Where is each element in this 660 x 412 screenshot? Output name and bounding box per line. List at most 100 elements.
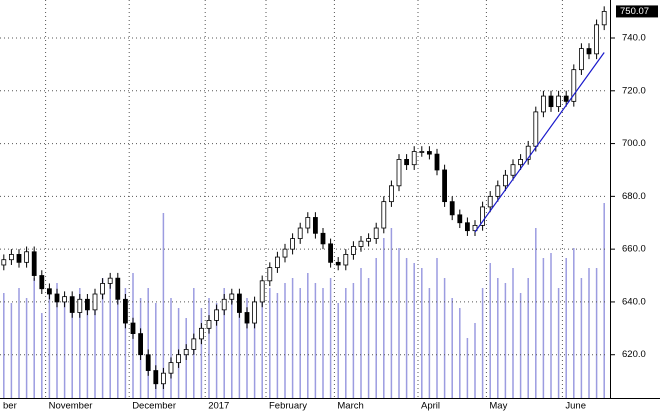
- volume-bar: [588, 268, 590, 398]
- volume-bar: [436, 258, 438, 398]
- x-tick-label: June: [565, 401, 586, 412]
- y-tick-label: 640.0: [622, 296, 646, 307]
- volume-bar: [489, 263, 491, 398]
- y-tick-label: 740.0: [622, 33, 646, 44]
- volume-bar: [41, 313, 43, 398]
- volume-bar: [580, 278, 583, 398]
- x-tick-label: April: [421, 401, 440, 412]
- volume-bar: [162, 213, 165, 398]
- volume-bar: [86, 303, 89, 398]
- candle-body: [381, 201, 387, 229]
- y-tick-label: 720.0: [622, 85, 646, 96]
- volume-bar: [535, 228, 537, 398]
- volume-bar: [329, 278, 332, 398]
- candle-body: [1, 259, 7, 266]
- candle-body: [153, 370, 159, 385]
- candle-body: [54, 293, 60, 303]
- volume-bar: [147, 288, 149, 398]
- candle-body: [39, 275, 45, 290]
- volume-bar: [276, 293, 279, 398]
- volume-bar: [519, 293, 522, 398]
- candle-body: [335, 261, 341, 266]
- candle-body: [366, 238, 372, 242]
- volume-bar: [200, 308, 203, 398]
- x-tick-label: ber: [3, 401, 17, 412]
- volume-bar: [390, 228, 393, 398]
- candle-body: [502, 174, 508, 187]
- candle-body: [373, 227, 379, 239]
- candle-body: [434, 153, 440, 171]
- candle-body: [24, 251, 30, 263]
- candle-body: [297, 227, 303, 239]
- candle-body: [328, 243, 334, 263]
- volume-bar: [117, 293, 119, 398]
- volume-bar: [291, 278, 294, 398]
- candle-body: [571, 69, 577, 102]
- candle-body: [388, 185, 394, 203]
- candle-body: [267, 267, 273, 282]
- price-layer: [1, 6, 607, 390]
- candle-body: [487, 195, 493, 208]
- candle-body: [62, 296, 67, 303]
- candle-body: [31, 251, 37, 276]
- candle-body: [160, 372, 166, 385]
- y-tick-label: 680.0: [622, 191, 646, 202]
- candle-body: [533, 111, 539, 147]
- candle-body: [457, 214, 463, 224]
- candle-body: [472, 224, 478, 232]
- grid-layer: [0, 0, 615, 398]
- candle-body: [525, 145, 531, 160]
- volume-bar: [542, 258, 545, 398]
- volume-bar: [3, 293, 5, 398]
- candle-body: [214, 309, 220, 321]
- candle-body: [579, 48, 584, 71]
- volume-bar: [383, 238, 385, 398]
- volume-bar: [481, 288, 484, 398]
- candle-body: [123, 298, 128, 324]
- y-tick-label: 620.0: [622, 349, 646, 360]
- candle-body: [244, 312, 250, 324]
- candle-body: [138, 333, 144, 356]
- volume-bar: [246, 298, 248, 398]
- candle-body: [594, 24, 599, 55]
- candle-body: [115, 277, 121, 300]
- volume-bar: [451, 298, 453, 398]
- candle-body: [176, 354, 182, 364]
- candle-body: [404, 159, 410, 166]
- volume-bar: [421, 268, 423, 398]
- volume-bar: [25, 298, 28, 398]
- candle-body: [411, 151, 417, 166]
- candle-body: [274, 256, 280, 269]
- x-tick-label: March: [337, 401, 363, 412]
- volume-bar: [345, 288, 347, 398]
- candle-body: [426, 151, 432, 155]
- y-tick-label: 660.0: [622, 244, 646, 255]
- candle-body: [282, 248, 288, 258]
- volume-bar: [238, 303, 241, 398]
- x-tick-label: February: [269, 401, 307, 412]
- candle-body: [396, 159, 402, 187]
- candle-body: [47, 288, 52, 295]
- volume-bar: [314, 283, 317, 398]
- volume-bar: [428, 288, 431, 398]
- candle-body: [563, 95, 569, 102]
- volume-bar: [512, 268, 514, 398]
- volume-bar: [474, 323, 476, 398]
- volume-bar: [398, 248, 400, 398]
- candle-body: [480, 206, 486, 226]
- volume-bar: [352, 283, 355, 398]
- x-tick-label: December: [132, 401, 176, 412]
- candle-body: [92, 293, 98, 311]
- volume-bar: [231, 293, 233, 398]
- candle-body: [259, 280, 265, 303]
- candle-body: [252, 301, 258, 324]
- volume-bar: [48, 293, 51, 398]
- candle-body: [518, 159, 523, 166]
- volume-bar: [56, 283, 58, 398]
- x-tick-label: November: [49, 401, 93, 412]
- volume-bar: [71, 308, 73, 398]
- candle-body: [191, 338, 197, 350]
- volume-bar: [253, 308, 256, 398]
- volume-bar: [367, 278, 370, 398]
- volume-bar: [261, 298, 263, 398]
